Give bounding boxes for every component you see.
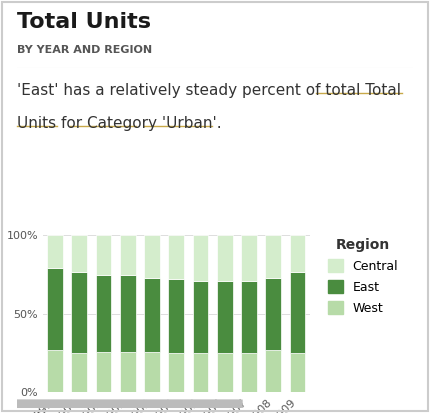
Bar [217, 281, 233, 353]
Bar [96, 351, 111, 392]
Bar [96, 275, 111, 351]
Bar [241, 281, 257, 353]
Bar [144, 235, 160, 278]
Bar [217, 353, 233, 392]
FancyBboxPatch shape [9, 399, 243, 408]
Text: Units for Category 'Urban'.: Units for Category 'Urban'. [17, 116, 222, 131]
Bar [193, 281, 209, 353]
Text: BY YEAR AND REGION: BY YEAR AND REGION [17, 45, 152, 55]
Bar [47, 235, 63, 268]
Bar [241, 235, 257, 281]
Text: 'East' has a relatively steady percent of total Total: 'East' has a relatively steady percent o… [17, 83, 401, 97]
Bar [47, 268, 63, 350]
Bar [193, 353, 209, 392]
Legend: Central, East, West: Central, East, West [324, 234, 402, 319]
Bar [290, 353, 305, 392]
Bar [265, 350, 281, 392]
Bar [120, 275, 136, 351]
Bar [120, 235, 136, 275]
Bar [169, 353, 184, 392]
Bar [144, 278, 160, 351]
Bar [169, 279, 184, 353]
Bar [217, 235, 233, 281]
Bar [290, 235, 305, 271]
Bar [290, 271, 305, 353]
Bar [144, 351, 160, 392]
Bar [169, 235, 184, 279]
Bar [71, 235, 87, 271]
Bar [193, 235, 209, 281]
Bar [71, 353, 87, 392]
Bar [96, 235, 111, 275]
Text: Total Units: Total Units [17, 12, 151, 32]
Bar [265, 235, 281, 278]
Bar [71, 271, 87, 353]
Bar [120, 351, 136, 392]
Bar [47, 350, 63, 392]
Bar [265, 278, 281, 350]
Bar [241, 353, 257, 392]
